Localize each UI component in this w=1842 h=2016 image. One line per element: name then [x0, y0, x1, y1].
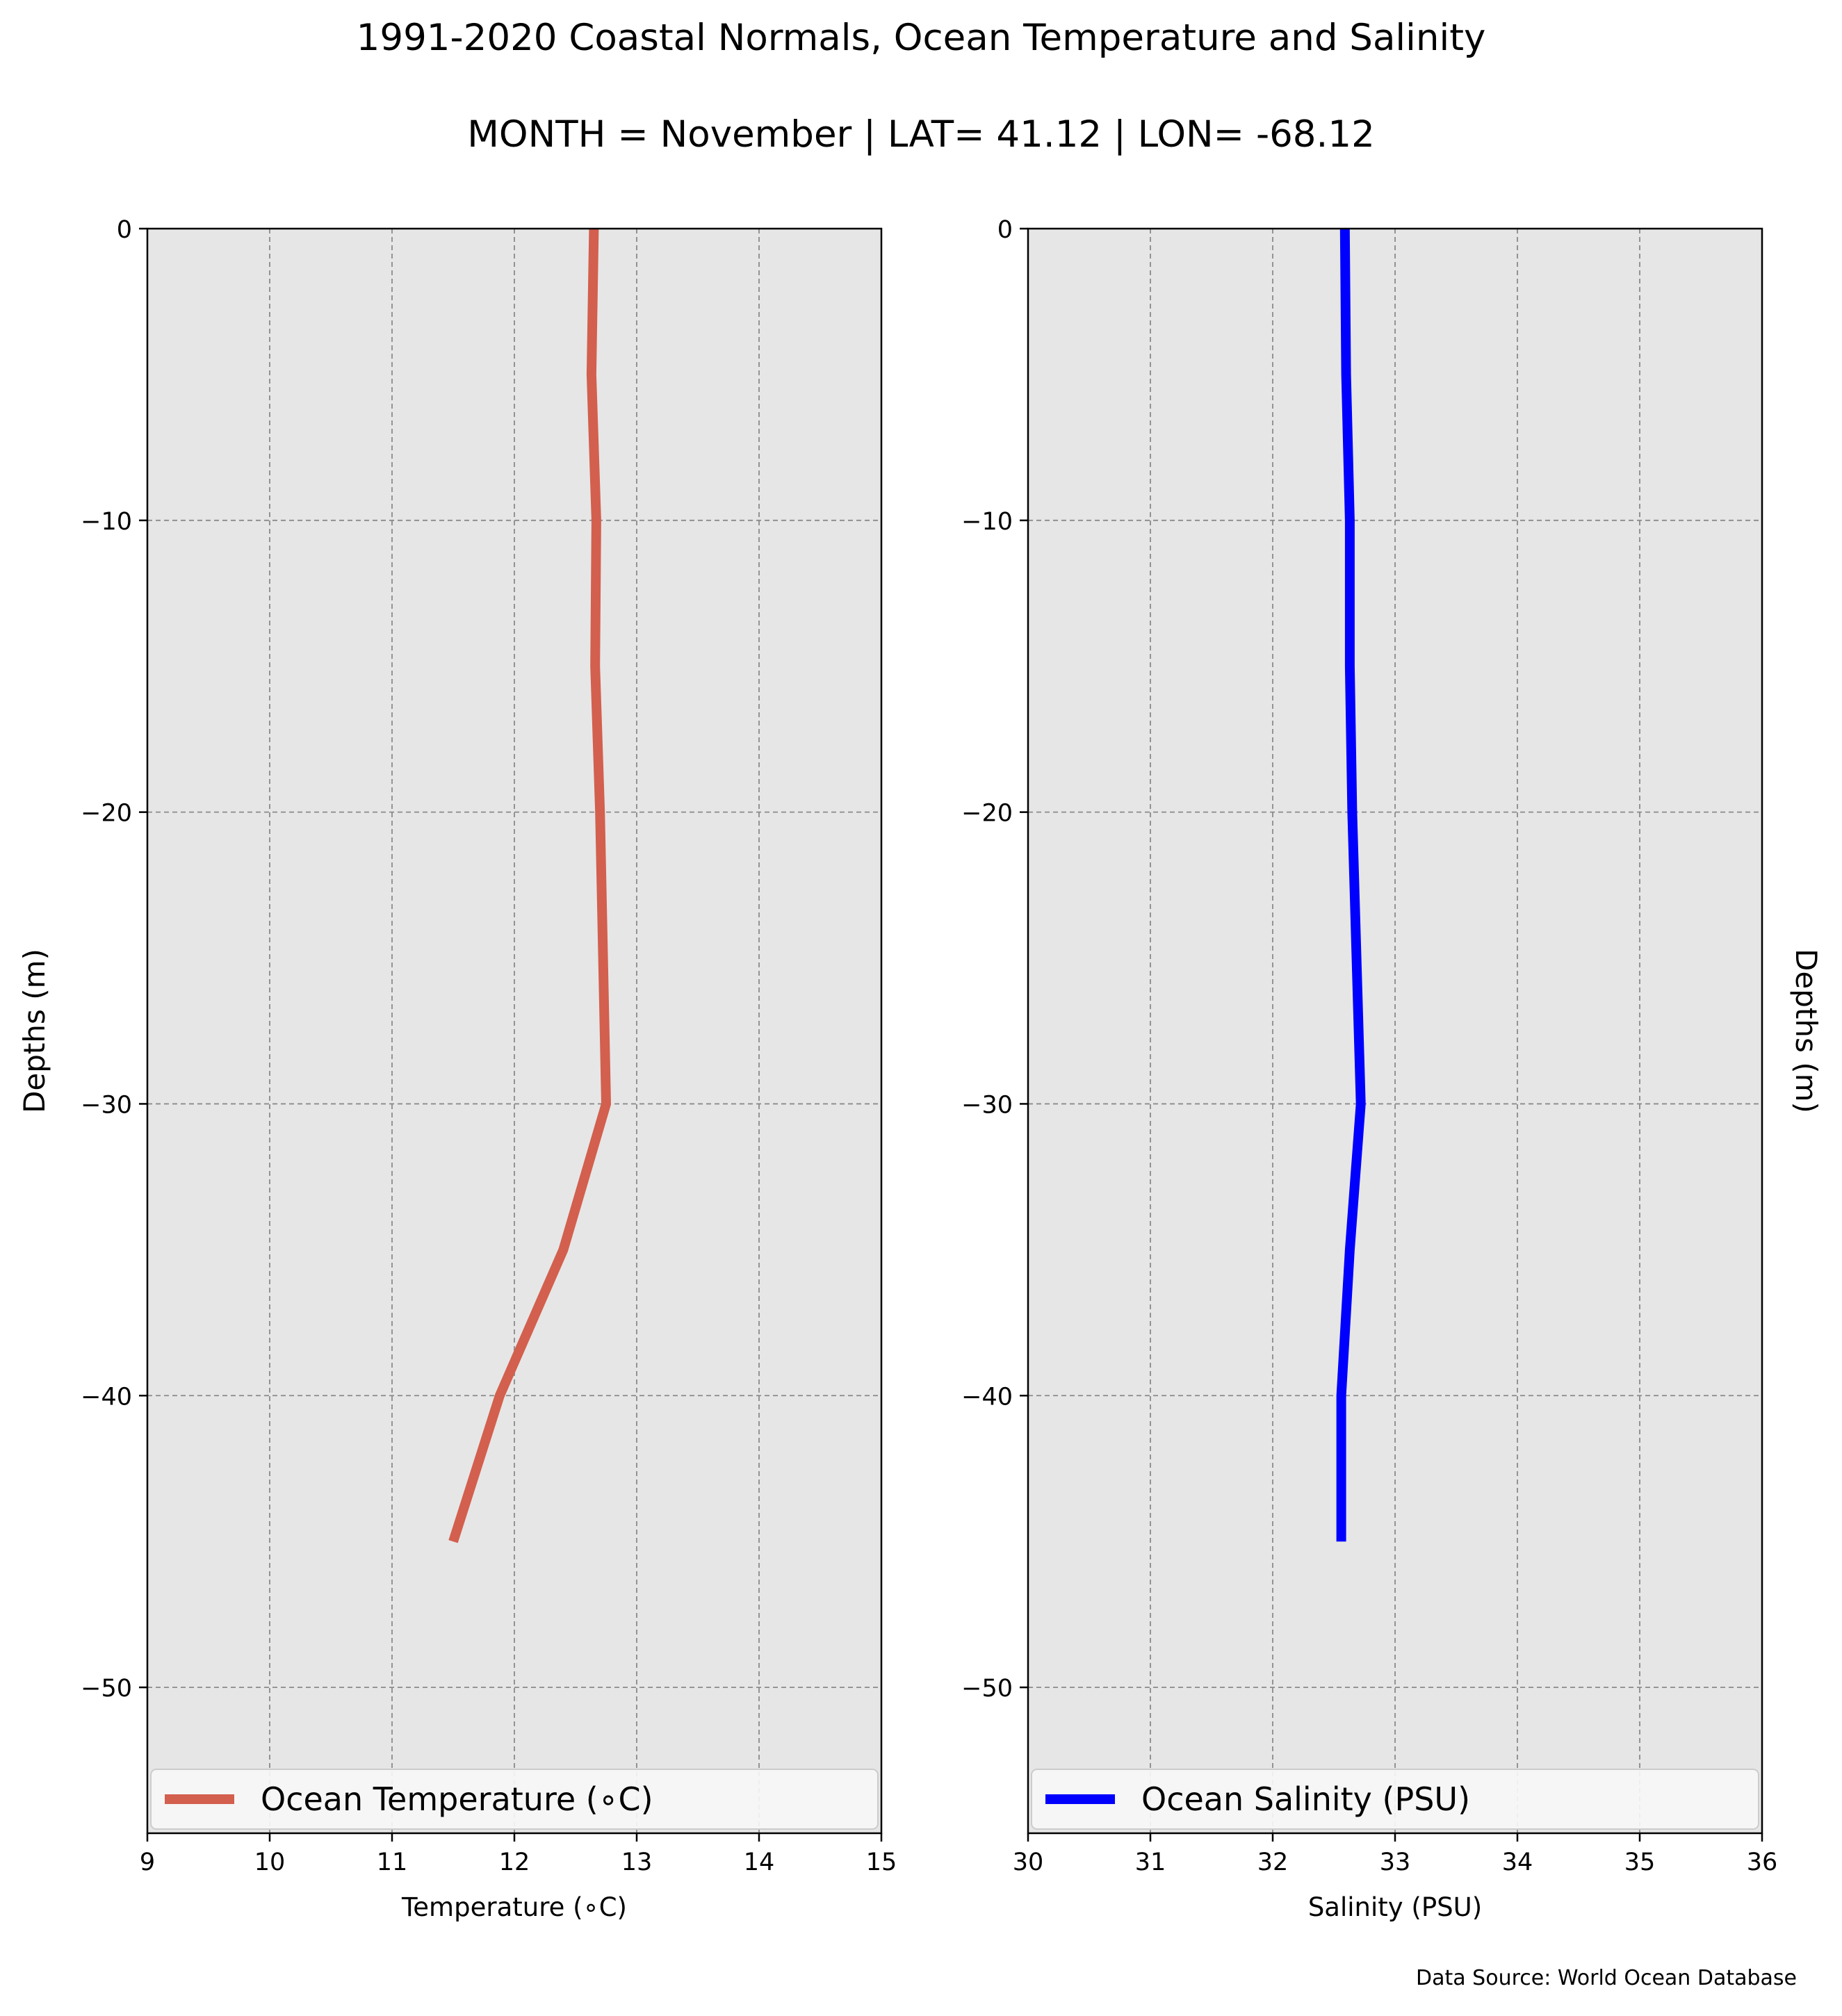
x-axis-label: Salinity (PSU)	[1308, 1892, 1482, 1922]
x-axis-label: Temperature (∘C)	[401, 1892, 627, 1922]
y-tick-label: −30	[961, 1091, 1013, 1119]
series-line-0	[1336, 228, 1366, 1542]
legend-box	[1031, 1769, 1759, 1830]
x-tick-label: 12	[499, 1849, 530, 1876]
data-source-note: Data Source: World Ocean Database	[1416, 1966, 1797, 1990]
y-tick-label: 0	[997, 216, 1013, 244]
legend-box	[150, 1769, 879, 1830]
y-tick-label: −40	[81, 1383, 132, 1411]
series-line-0	[448, 228, 612, 1543]
x-tick-label: 31	[1135, 1849, 1166, 1876]
y-tick-label: 0	[117, 216, 132, 244]
x-tick-label: 11	[377, 1849, 408, 1876]
x-tick-label: 32	[1257, 1849, 1289, 1876]
x-tick-label: 36	[1747, 1849, 1778, 1876]
y-tick-label: −10	[961, 508, 1013, 536]
x-tick-label: 30	[1013, 1849, 1044, 1876]
x-tick-label: 34	[1502, 1849, 1533, 1876]
y-axis-label: Depths (m)	[1789, 949, 1823, 1113]
x-tick-label: 15	[866, 1849, 897, 1876]
legend-label: Ocean Salinity (PSU)	[1141, 1780, 1470, 1818]
x-tick-label: 13	[621, 1849, 653, 1876]
y-tick-label: −40	[961, 1383, 1013, 1411]
x-tick-label: 33	[1380, 1849, 1411, 1876]
figure-subtitle: MONTH = November | LAT= 41.12 | LON= -68…	[467, 113, 1375, 156]
legend-label: Ocean Temperature (∘C)	[261, 1780, 653, 1818]
x-tick-label: 9	[140, 1849, 155, 1876]
y-tick-label: −20	[81, 800, 132, 828]
y-tick-label: −20	[961, 800, 1013, 828]
legend: Ocean Salinity (PSU)	[1031, 1769, 1759, 1830]
legend: Ocean Temperature (∘C)	[150, 1769, 879, 1830]
x-tick-label: 35	[1624, 1849, 1656, 1876]
y-tick-label: −50	[961, 1675, 1013, 1703]
figure-title: 1991-2020 Coastal Normals, Ocean Tempera…	[357, 17, 1486, 59]
y-tick-label: −30	[81, 1091, 132, 1119]
y-axis-label: Depths (m)	[17, 949, 51, 1113]
x-tick-label: 14	[744, 1849, 775, 1876]
y-tick-label: −50	[81, 1675, 132, 1703]
temperature-chart: Ocean Temperature (∘C) 9 10 11 12 13 14 15 0 −10 −…	[17, 216, 897, 1922]
y-tick-label: −10	[81, 508, 132, 536]
salinity-chart: Ocean Salinity (PSU) 30 31 32 33 34 35 36 0 −10 −2…	[961, 216, 1823, 1922]
x-tick-label: 10	[254, 1849, 286, 1876]
